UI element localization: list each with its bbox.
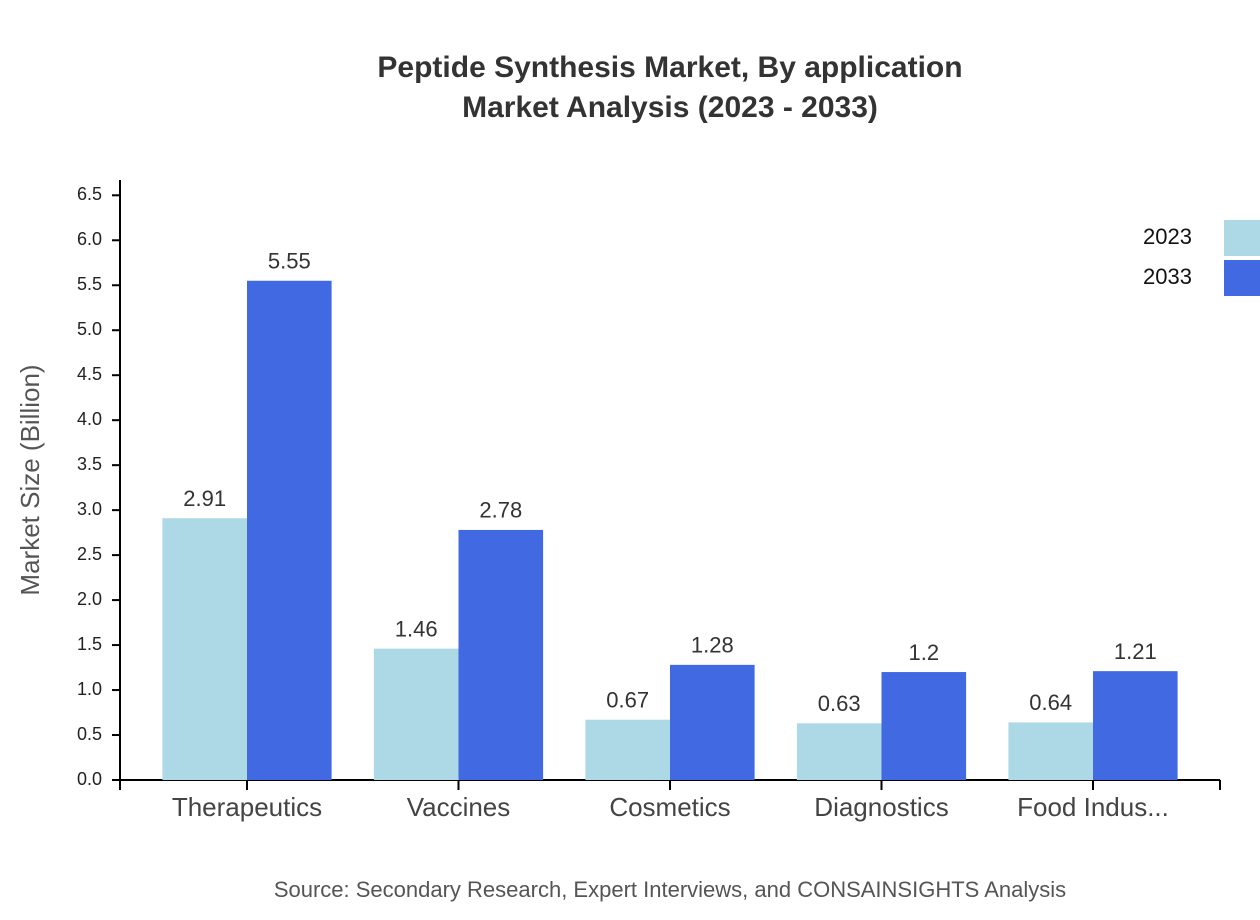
value-label: 2.91 <box>183 486 226 511</box>
bar <box>881 672 967 780</box>
y-tick-label: 5.5 <box>77 274 102 294</box>
y-tick-label: 4.0 <box>77 409 102 429</box>
y-tick-label: 0.5 <box>77 724 102 744</box>
bar <box>670 664 755 780</box>
y-tick-label: 5.0 <box>77 319 102 339</box>
value-label: 1.21 <box>1114 639 1157 664</box>
value-label: 0.67 <box>606 688 649 713</box>
value-label: 5.55 <box>268 249 311 274</box>
y-tick-label: 4.5 <box>77 364 102 384</box>
bar <box>247 280 332 780</box>
legend-label: 2033 <box>1143 264 1192 289</box>
y-tick-label: 6.5 <box>77 184 102 204</box>
chart-subtitle: Market Analysis (2023 - 2033) <box>462 91 878 124</box>
bar <box>1093 671 1178 780</box>
bar <box>585 719 670 780</box>
value-label: 1.2 <box>909 640 940 665</box>
y-axis-label: Market Size (Billion) <box>15 364 45 595</box>
source-note: Source: Secondary Research, Expert Inter… <box>274 877 1066 902</box>
y-tick-label: 1.5 <box>77 634 102 654</box>
x-tick-label: Therapeutics <box>172 792 322 822</box>
y-tick-label: 2.5 <box>77 544 102 564</box>
x-tick-label: Diagnostics <box>814 792 948 822</box>
bar <box>162 518 247 780</box>
value-label: 0.64 <box>1029 690 1072 715</box>
y-tick-label: 3.0 <box>77 499 102 519</box>
bar <box>1008 722 1093 780</box>
x-tick-label: Cosmetics <box>609 792 730 822</box>
bar <box>458 529 544 780</box>
value-label: 1.28 <box>691 633 734 658</box>
y-tick-label: 3.5 <box>77 454 102 474</box>
legend-label: 2023 <box>1143 224 1192 249</box>
legend-swatch <box>1224 220 1260 256</box>
y-tick-label: 0.0 <box>77 769 102 789</box>
chart-title: Peptide Synthesis Market, By application <box>377 51 962 84</box>
legend-swatch <box>1224 260 1260 296</box>
y-tick-label: 1.0 <box>77 679 102 699</box>
bar <box>373 648 459 780</box>
bar <box>796 723 882 780</box>
x-tick-label: Food Indus... <box>1017 792 1169 822</box>
y-tick-label: 6.0 <box>77 229 102 249</box>
value-label: 0.63 <box>818 691 861 716</box>
value-label: 2.78 <box>479 498 522 523</box>
y-tick-label: 2.0 <box>77 589 102 609</box>
x-tick-label: Vaccines <box>407 792 511 822</box>
value-label: 1.46 <box>395 616 438 641</box>
